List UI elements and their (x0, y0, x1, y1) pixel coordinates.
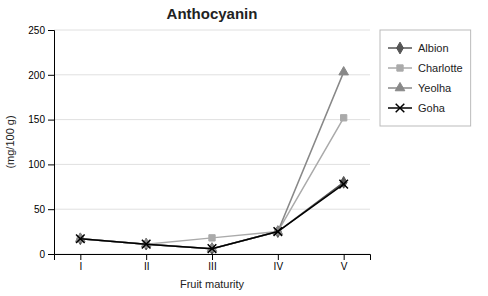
x-tick-label: IV (274, 261, 284, 272)
grid (54, 30, 370, 254)
y-tick-label: 50 (34, 204, 46, 215)
y-tick: 100 (28, 159, 54, 170)
x-tick: I (79, 254, 82, 272)
point (274, 227, 283, 236)
point (142, 240, 151, 249)
legend-label: Charlotte (418, 62, 463, 74)
point (208, 244, 217, 253)
x-tick-mark (80, 254, 81, 260)
y-axis-line (48, 31, 55, 255)
x-tick-mark (212, 254, 213, 260)
x-tick-mark (146, 254, 147, 260)
point (76, 234, 85, 243)
point (209, 235, 215, 241)
y-tick-mark (48, 75, 54, 76)
legend-item: Yeolha (388, 82, 452, 94)
grid-line (54, 119, 370, 120)
y-tick-label: 100 (28, 159, 45, 170)
grid-line (54, 30, 370, 31)
x-tick-label: V (341, 261, 348, 272)
x-tick-label: III (208, 261, 216, 272)
point (340, 176, 347, 188)
x-axis: IIIIIIIVV (55, 254, 371, 272)
y-tick-label: 200 (28, 70, 45, 81)
series-line (80, 184, 343, 249)
legend: Albion Charlotte Yeolha Goha (380, 30, 471, 126)
legend-item: Albion (388, 42, 449, 54)
y-tick-label: 0 (39, 249, 45, 260)
x-tick-label: I (79, 261, 82, 272)
y-tick-mark (48, 30, 54, 31)
x-tick-label: II (144, 261, 150, 272)
y-tick: 150 (28, 114, 54, 125)
grid-line (54, 74, 370, 75)
y-axis: 0 50 100 150 200 250 (28, 25, 54, 260)
chart: IIIIIIIVV050100150200250AnthocyaninFruit… (0, 0, 488, 296)
y-tick-label: 250 (28, 25, 45, 36)
legend-label: Yeolha (418, 82, 452, 94)
legend-label: Goha (418, 102, 446, 114)
series (77, 115, 347, 248)
point (339, 180, 348, 189)
y-tick: 50 (34, 204, 54, 215)
y-tick-label: 150 (28, 114, 45, 125)
series-line (80, 182, 343, 248)
x-tick-mark (278, 254, 279, 260)
x-axis-title: Fruit maturity (180, 278, 245, 290)
y-tick: 0 (39, 249, 54, 260)
legend-item: Charlotte (388, 62, 463, 74)
legend-item: Goha (388, 102, 446, 114)
x-axis-line (55, 255, 371, 261)
legend-symbol (397, 42, 404, 54)
legend-symbol (397, 65, 403, 71)
legend-symbol (395, 82, 405, 90)
series-line (80, 72, 343, 249)
y-axis-title: (mg/100 g) (4, 115, 16, 168)
y-tick-mark (48, 254, 54, 255)
point (339, 67, 349, 75)
series-line (80, 118, 343, 244)
x-tick: III (208, 254, 216, 272)
series (76, 180, 348, 253)
grid-line (54, 164, 370, 165)
legend-label: Albion (418, 42, 449, 54)
plot: IIIIIIIVV050100150200250 (28, 25, 370, 272)
y-tick-mark (48, 164, 54, 165)
y-tick-mark (48, 120, 54, 121)
x-tick-mark (344, 254, 345, 260)
marks (76, 67, 349, 254)
point (341, 115, 347, 121)
series (77, 176, 347, 254)
y-tick-mark (48, 209, 54, 210)
x-tick: IV (274, 254, 284, 272)
y-tick: 250 (28, 25, 54, 36)
y-tick: 200 (28, 70, 54, 81)
title: Anthocyanin (167, 5, 258, 22)
x-tick: II (144, 254, 150, 272)
x-tick: V (341, 254, 348, 272)
grid-line (54, 209, 370, 210)
series (76, 67, 349, 252)
legend-frame (380, 30, 471, 126)
legend-symbol (396, 104, 405, 113)
